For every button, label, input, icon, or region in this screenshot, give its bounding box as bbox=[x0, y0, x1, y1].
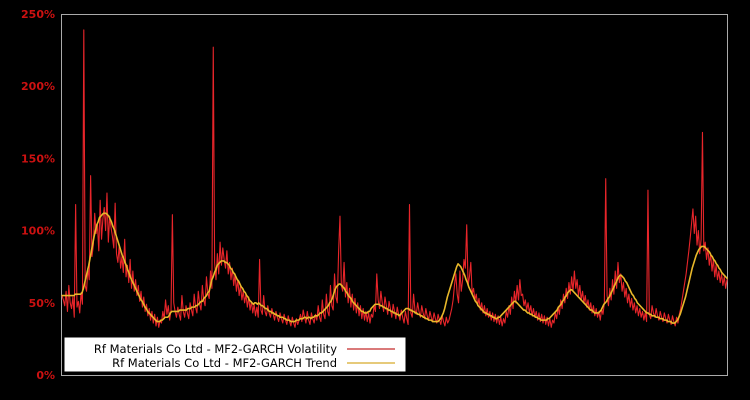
y-axis-tick-250%: 250% bbox=[21, 8, 55, 21]
y-axis-tick-100%: 100% bbox=[21, 225, 55, 238]
legend-background bbox=[64, 337, 406, 372]
y-axis-tick-50%: 50% bbox=[29, 297, 55, 310]
data-series-layer bbox=[61, 29, 728, 328]
plot-area-frame bbox=[61, 14, 728, 376]
y-axis-tick-150%: 150% bbox=[21, 152, 55, 165]
y-axis-tick-0%: 0% bbox=[36, 369, 55, 382]
legend-label-1: Rf Materials Co Ltd - MF2-GARCH Trend bbox=[112, 356, 337, 370]
legend-label-0: Rf Materials Co Ltd - MF2-GARCH Volatili… bbox=[94, 342, 337, 356]
chart-legend[interactable]: Rf Materials Co Ltd - MF2-GARCH Volatili… bbox=[64, 337, 406, 372]
y-axis-tick-labels: 0% 50% 100% 150% 200% 250% bbox=[21, 8, 55, 382]
series-line-trend bbox=[61, 212, 728, 324]
y-axis-tick-200%: 200% bbox=[21, 80, 55, 93]
